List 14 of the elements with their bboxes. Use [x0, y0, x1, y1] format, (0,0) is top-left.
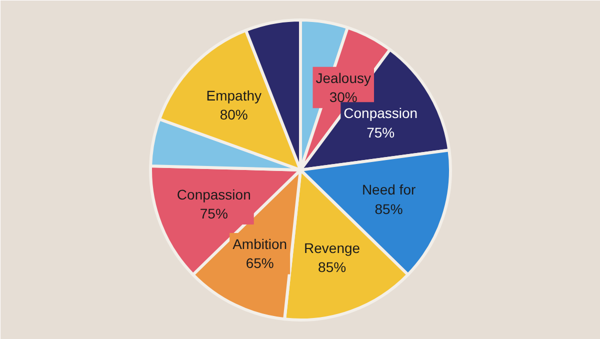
- data-label: 75%: [366, 124, 395, 140]
- slice-label: Ambition: [232, 236, 288, 252]
- slice-label: Jealousy: [316, 70, 372, 86]
- data-label: 75%: [200, 205, 228, 222]
- data-label: 30%: [329, 89, 358, 106]
- data-label: 80%: [220, 106, 248, 123]
- slice-label: Need for: [362, 182, 416, 198]
- slice-label: Conpassion: [344, 105, 418, 122]
- data-label: 65%: [246, 255, 274, 272]
- slice-label: Revenge: [304, 240, 360, 256]
- data-label: 85%: [374, 200, 403, 217]
- data-label: 85%: [318, 259, 346, 276]
- slice-label: Conpassion: [176, 186, 251, 202]
- slice-label: Empathy: [206, 88, 262, 104]
